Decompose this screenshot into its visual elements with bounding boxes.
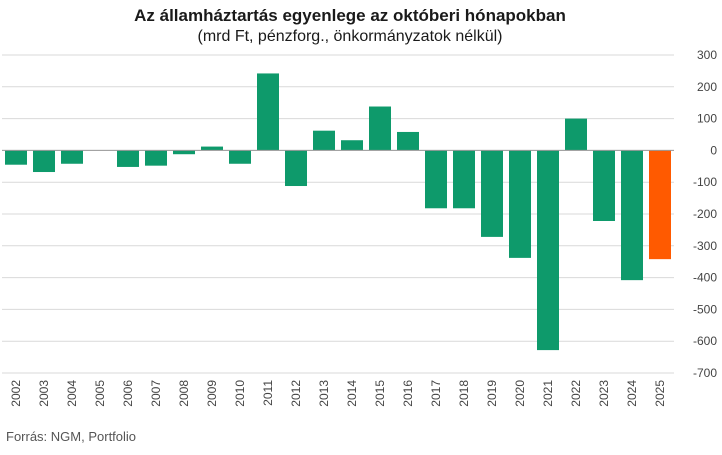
y-tick-label: 200 xyxy=(697,80,717,94)
x-tick-label: 2014 xyxy=(345,380,359,407)
y-tick-label: 300 xyxy=(697,48,717,62)
y-tick-label: -400 xyxy=(693,271,717,285)
bar-2010 xyxy=(229,150,251,164)
y-axis-ticks: 300 200 100 0 -100 -200 -300 -400 -500 -600 -700 xyxy=(693,48,717,380)
x-tick-label: 2020 xyxy=(513,380,527,407)
bar-2009 xyxy=(201,146,223,151)
y-tick-label: 100 xyxy=(697,112,717,126)
bar-2004 xyxy=(61,150,83,164)
y-tick-label: -300 xyxy=(693,239,717,253)
x-tick-label: 2024 xyxy=(625,380,639,407)
y-tick-label: -600 xyxy=(693,334,717,348)
x-tick-label: 2003 xyxy=(37,380,51,407)
y-tick-label: -200 xyxy=(693,207,717,221)
x-tick-label: 2010 xyxy=(233,380,247,407)
bar-2020 xyxy=(509,150,531,258)
bar-2015 xyxy=(369,106,391,151)
x-tick-label: 2006 xyxy=(121,380,135,407)
x-tick-label: 2022 xyxy=(569,380,583,407)
x-tick-label: 2016 xyxy=(401,380,415,407)
bar-2002 xyxy=(5,150,27,165)
bar-2025 xyxy=(649,150,671,260)
bar-2024 xyxy=(621,150,643,281)
bar-2016 xyxy=(397,131,419,151)
x-tick-label: 2013 xyxy=(317,380,331,407)
bars xyxy=(5,73,671,351)
bar-2023 xyxy=(593,150,615,221)
bar-2006 xyxy=(117,150,139,167)
bar-2018 xyxy=(453,150,475,209)
bar-2017 xyxy=(425,150,447,209)
y-tick-label: 0 xyxy=(710,143,717,157)
bar-2008 xyxy=(173,150,195,155)
x-tick-label: 2009 xyxy=(205,380,219,407)
x-tick-label: 2021 xyxy=(541,380,555,407)
x-tick-label: 2002 xyxy=(9,380,23,407)
x-tick-label: 2018 xyxy=(457,380,471,407)
x-tick-label: 2019 xyxy=(485,380,499,407)
bar-2022 xyxy=(565,118,587,151)
bar-2003 xyxy=(33,150,55,173)
chart-subtitle: (mrd Ft, pénzforg., önkormányzatok nélkü… xyxy=(197,28,503,45)
x-tick-label: 2007 xyxy=(149,380,163,407)
bar-2007 xyxy=(145,150,167,166)
x-tick-label: 2005 xyxy=(93,380,107,407)
x-tick-label: 2008 xyxy=(177,380,191,407)
x-tick-label: 2012 xyxy=(289,380,303,407)
x-tick-label: 2023 xyxy=(597,380,611,407)
source-note: Forrás: NGM, Portfolio xyxy=(6,429,137,444)
x-tick-label: 2011 xyxy=(261,380,275,406)
x-tick-label: 2004 xyxy=(65,380,79,407)
bar-2021 xyxy=(537,150,559,351)
y-tick-label: -700 xyxy=(693,366,717,380)
y-tick-label: -100 xyxy=(693,175,717,189)
bar-2013 xyxy=(313,130,335,151)
x-tick-label: 2017 xyxy=(429,380,443,407)
bar-2011 xyxy=(257,73,279,151)
bar-2019 xyxy=(481,150,503,237)
chart-title: Az államháztartás egyenlege az októberi … xyxy=(134,6,566,25)
gridlines xyxy=(2,54,674,374)
bar-2014 xyxy=(341,140,363,151)
x-tick-label: 2015 xyxy=(373,380,387,407)
x-axis-ticks: 2002 2003 2004 2005 2006 2007 2008 2009 2010 2011… xyxy=(9,380,667,407)
x-tick-label: 2025 xyxy=(653,380,667,407)
y-tick-label: -500 xyxy=(693,302,717,316)
bar-2012 xyxy=(285,150,307,187)
